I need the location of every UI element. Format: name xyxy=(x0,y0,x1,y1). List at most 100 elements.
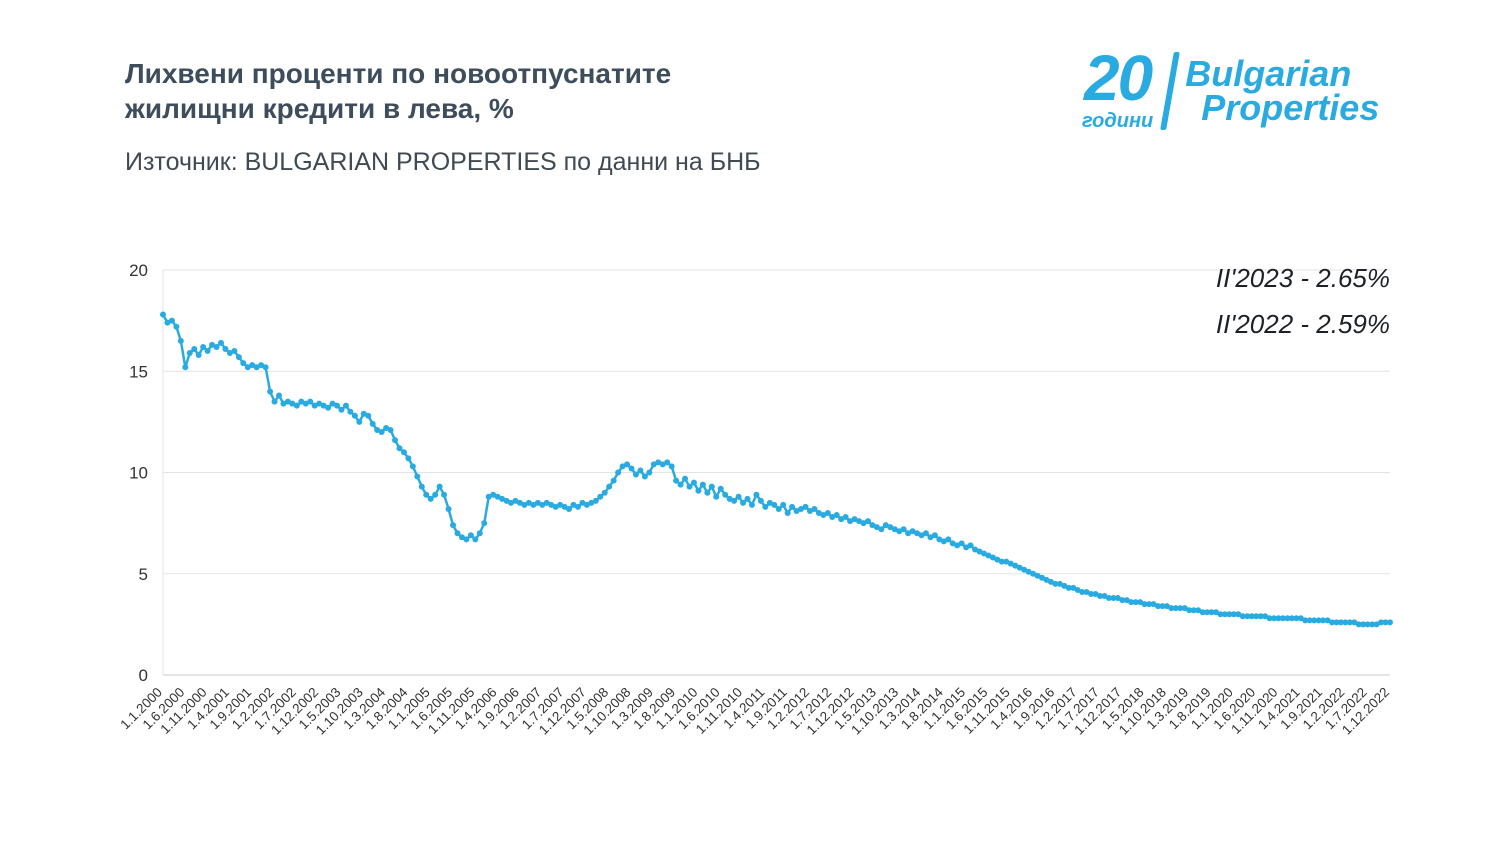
data-point-marker xyxy=(458,534,465,541)
data-point-marker xyxy=(249,362,256,369)
data-point-marker xyxy=(1105,595,1112,602)
data-point-marker xyxy=(624,461,631,468)
data-point-marker xyxy=(503,497,510,504)
data-point-marker xyxy=(1056,580,1063,587)
data-point-marker xyxy=(664,459,671,466)
data-point-marker xyxy=(1016,564,1023,571)
data-point-marker xyxy=(1038,574,1045,581)
data-point-marker xyxy=(1387,619,1393,626)
data-point-marker xyxy=(695,487,702,494)
data-point-marker xyxy=(1320,617,1327,624)
data-point-marker xyxy=(1101,593,1108,600)
data-point-marker xyxy=(298,398,305,405)
data-point-marker xyxy=(980,550,987,557)
logo-brand-line1: Bulgarian xyxy=(1185,53,1352,95)
data-point-marker xyxy=(873,524,880,531)
data-point-marker xyxy=(472,536,479,543)
data-point-marker xyxy=(869,522,876,529)
data-point-marker xyxy=(561,503,568,510)
data-point-marker xyxy=(244,364,251,371)
data-point-marker xyxy=(258,362,265,369)
data-point-marker xyxy=(400,449,407,456)
y-axis-labels: 0 5 10 15 20 xyxy=(129,261,148,685)
data-point-marker xyxy=(659,461,666,468)
data-point-marker xyxy=(682,475,689,482)
data-point-marker xyxy=(753,491,760,498)
data-point-marker xyxy=(606,483,613,490)
data-point-marker xyxy=(1288,615,1295,622)
data-point-marker xyxy=(726,495,733,502)
data-point-marker xyxy=(378,429,385,435)
data-point-marker xyxy=(771,501,778,508)
data-point-marker xyxy=(1034,572,1041,579)
data-point-marker xyxy=(619,463,626,470)
data-point-marker xyxy=(650,461,657,468)
data-point-marker xyxy=(365,412,372,419)
data-point-marker xyxy=(423,491,430,498)
data-point-marker xyxy=(316,400,323,407)
data-point-marker xyxy=(289,400,296,407)
data-point-marker xyxy=(476,530,483,537)
data-point-marker xyxy=(1351,619,1358,626)
data-point-marker xyxy=(1079,588,1086,595)
data-point-marker xyxy=(1154,603,1161,610)
data-point-marker xyxy=(342,402,349,409)
logo-20-years-block: 20 години xyxy=(1082,46,1153,133)
data-point-marker xyxy=(168,317,175,324)
data-point-marker xyxy=(485,493,492,500)
data-point-marker xyxy=(450,522,457,529)
data-point-marker xyxy=(824,510,831,516)
page-title-line2: жилищни кредити в лева, % xyxy=(125,93,514,125)
logo-brand-name: Bulgarian Properties xyxy=(1185,53,1379,126)
data-point-marker xyxy=(668,463,675,470)
data-point-marker xyxy=(204,348,211,354)
y-tick-label: 0 xyxy=(139,666,148,685)
data-point-marker xyxy=(1043,576,1050,583)
data-point-marker xyxy=(338,406,345,413)
data-point-marker xyxy=(896,528,903,535)
bulgarian-properties-logo: 20 години Bulgarian Properties xyxy=(1082,46,1379,133)
data-point-marker xyxy=(481,520,488,527)
data-point-marker xyxy=(454,530,461,537)
data-point-marker xyxy=(838,516,845,523)
data-point-marker xyxy=(860,520,867,527)
data-point-marker xyxy=(976,548,983,555)
data-point-marker xyxy=(722,491,729,498)
page-title-line1: Лихвени проценти по новоотпуснатите xyxy=(125,58,672,89)
data-point-marker xyxy=(1346,619,1353,626)
data-point-marker xyxy=(530,501,537,508)
data-point-marker xyxy=(231,348,238,354)
data-point-marker xyxy=(1168,605,1175,612)
y-tick-label: 5 xyxy=(139,565,148,584)
data-point-marker xyxy=(588,499,595,506)
data-point-marker xyxy=(276,392,283,399)
data-point-marker xyxy=(1257,613,1264,620)
data-point-marker xyxy=(1270,615,1277,622)
data-point-marker xyxy=(918,532,925,539)
data-point-marker xyxy=(1195,607,1202,614)
data-point-marker xyxy=(1065,584,1072,591)
data-point-marker xyxy=(414,473,421,480)
data-point-marker xyxy=(512,497,519,504)
data-point-marker xyxy=(677,481,684,488)
data-point-marker xyxy=(1030,570,1037,577)
data-point-marker xyxy=(1333,619,1340,626)
data-point-marker xyxy=(731,497,738,504)
data-point-marker xyxy=(1159,603,1166,610)
data-point-marker xyxy=(1297,615,1304,622)
data-point-marker xyxy=(508,499,515,506)
data-point-marker xyxy=(271,398,278,405)
data-point-marker xyxy=(1253,613,1260,620)
data-point-marker xyxy=(570,501,577,508)
data-point-marker xyxy=(806,507,813,514)
data-point-marker xyxy=(235,354,242,361)
data-point-marker xyxy=(900,526,907,533)
data-point-marker xyxy=(463,536,470,543)
line-chart-svg: 0 5 10 15 20 1.1.20001.6.20001.11.20001.4.200… xyxy=(117,261,1393,738)
data-point-marker xyxy=(1342,619,1349,626)
data-point-marker xyxy=(1119,597,1126,604)
data-point-marker xyxy=(334,402,341,409)
data-point-marker xyxy=(1186,607,1193,614)
data-point-marker xyxy=(601,489,608,496)
